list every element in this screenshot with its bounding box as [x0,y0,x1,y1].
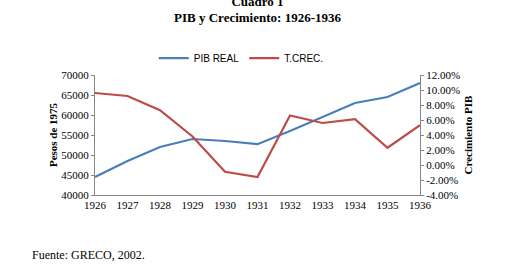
svg-text:-2.00%: -2.00% [426,174,458,186]
svg-text:Crecimiento PIB: Crecimiento PIB [462,95,474,175]
svg-text:1933: 1933 [312,199,335,211]
svg-text:4.00%: 4.00% [426,129,454,141]
svg-text:2.00%: 2.00% [426,144,454,156]
svg-text:1930: 1930 [214,199,237,211]
svg-text:1927: 1927 [117,199,140,211]
svg-text:1929: 1929 [182,199,205,211]
svg-text:1934: 1934 [344,199,367,211]
svg-text:40000: 40000 [61,189,89,201]
svg-text:0.00%: 0.00% [426,159,454,171]
svg-text:55000: 55000 [61,129,89,141]
svg-text:1928: 1928 [149,199,172,211]
svg-text:1936: 1936 [409,199,432,211]
svg-text:Pesos de 1975: Pesos de 1975 [47,102,59,167]
svg-text:45000: 45000 [61,169,89,181]
svg-text:1935: 1935 [377,199,400,211]
svg-text:-4.00%: -4.00% [426,189,458,201]
svg-text:6.00%: 6.00% [426,114,454,126]
svg-text:1932: 1932 [279,199,301,211]
svg-text:10.00%: 10.00% [426,84,460,96]
svg-text:T.CREC.: T.CREC. [284,53,323,64]
svg-text:1931: 1931 [247,199,269,211]
svg-text:Fuente: GRECO, 2002.: Fuente: GRECO, 2002. [32,248,145,262]
svg-text:70000: 70000 [61,69,89,81]
svg-text:8.00%: 8.00% [426,99,454,111]
svg-text:1926: 1926 [84,199,107,211]
svg-text:60000: 60000 [61,109,89,121]
svg-text:65000: 65000 [61,89,89,101]
svg-text:PIB REAL: PIB REAL [194,53,239,64]
svg-text:Cuadro 1PIB y Crecimiento: 192: Cuadro 1PIB y Crecimiento: 1926-1936 [174,0,341,25]
svg-text:12.00%: 12.00% [426,69,460,81]
svg-text:50000: 50000 [61,149,89,161]
